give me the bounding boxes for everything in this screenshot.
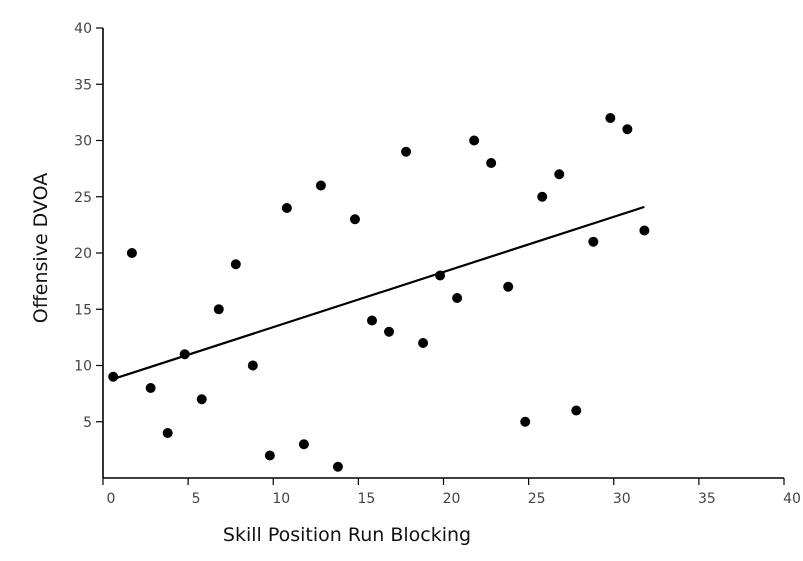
y-tick-label: 15 — [74, 302, 92, 318]
x-tick-label: 20 — [443, 491, 461, 507]
data-point — [332, 461, 343, 472]
data-point — [452, 293, 463, 303]
data-point — [315, 180, 326, 191]
y-tick-label: 20 — [74, 246, 92, 262]
data-point — [281, 203, 292, 213]
y-tick-label: 30 — [74, 134, 92, 150]
data-points — [108, 113, 650, 472]
data-point — [571, 405, 582, 416]
x-tick-label: 25 — [528, 491, 546, 507]
data-point — [486, 158, 497, 168]
data-point — [179, 349, 190, 360]
x-axis-title: Skill Position Run Blocking — [223, 524, 471, 546]
y-tick-label: 10 — [74, 359, 92, 375]
data-point — [162, 428, 173, 438]
data-point — [298, 439, 309, 450]
data-point — [145, 383, 156, 393]
y-tick-label: 5 — [83, 415, 92, 431]
x-tick-label: 40 — [783, 491, 801, 507]
data-point — [520, 416, 531, 427]
y-axis-title: Offensive DVOA — [30, 173, 52, 324]
x-tick-label: 35 — [698, 491, 716, 507]
data-point — [264, 450, 275, 461]
data-point — [554, 169, 565, 180]
y-tick-label: 35 — [74, 77, 92, 93]
y-tick-label: 25 — [74, 190, 92, 206]
data-point — [349, 214, 360, 225]
data-point — [503, 281, 514, 292]
x-tick-label: 0 — [107, 491, 116, 507]
data-point — [196, 394, 207, 405]
data-point — [384, 326, 395, 337]
axes — [102, 28, 784, 479]
data-point — [639, 225, 650, 236]
data-point — [366, 315, 377, 326]
y-tick-label: 40 — [74, 21, 92, 37]
data-point — [605, 113, 616, 123]
data-point — [247, 360, 258, 371]
trend-line — [112, 205, 645, 381]
data-point — [588, 236, 599, 247]
data-point — [435, 270, 446, 281]
x-axis-ticks: 0 5 10 15 20 25 30 35 40 — [102, 478, 801, 507]
x-tick-label: 10 — [272, 491, 290, 507]
data-point — [108, 371, 119, 382]
x-tick-label: 5 — [192, 491, 201, 507]
data-point — [622, 124, 633, 135]
data-point — [469, 135, 480, 146]
data-point — [230, 259, 241, 270]
data-point — [401, 146, 412, 157]
data-point — [126, 248, 137, 258]
x-tick-label: 15 — [357, 491, 375, 507]
data-point — [213, 304, 224, 315]
data-point — [418, 338, 429, 348]
x-tick-label: 30 — [613, 491, 631, 507]
y-axis-ticks: 5 10 15 20 25 30 35 40 — [74, 21, 103, 431]
data-point — [537, 191, 548, 202]
